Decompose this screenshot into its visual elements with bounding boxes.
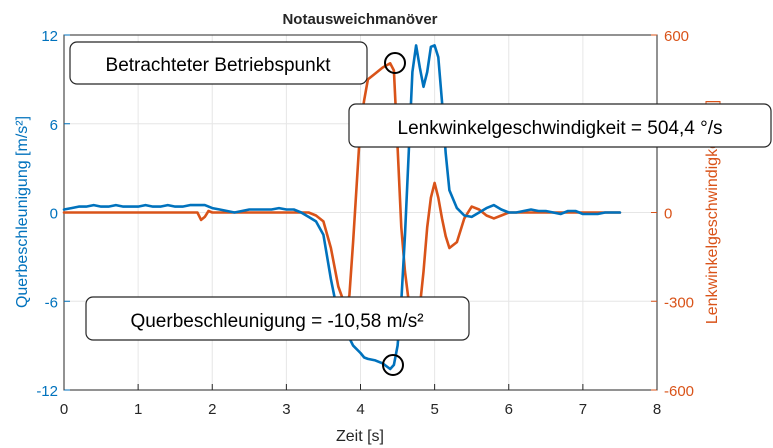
y-tick-label-right: 600 — [664, 28, 689, 45]
series-line-lenkwinkelgeschwindigkeit — [62, 61, 622, 327]
x-tick-label: 2 — [208, 401, 216, 418]
y-tick-label-left: 12 — [41, 28, 58, 45]
x-tick-label: 0 — [60, 401, 68, 418]
annotation-box-operating-point: Betrachteter Betriebspunkt — [69, 41, 368, 85]
y-axis-label-right: Lenkwinkelgeschwindigkeit [°/s] — [704, 100, 721, 324]
annotation-operating-point: Betrachteter Betriebspunkt — [106, 55, 332, 76]
x-tick-label: 5 — [430, 401, 438, 418]
annotation-box-accel: Querbeschleunigung = -10,58 m/s² — [85, 296, 470, 341]
annotation-accel-value: Querbeschleunigung = -10,58 m/s² — [130, 311, 423, 332]
chart-title: Notausweichmanöver — [282, 11, 437, 28]
y-tick-label-left: -6 — [45, 294, 58, 311]
x-tick-label: 8 — [653, 401, 661, 418]
x-ticks: 0 1 2 3 4 5 6 7 8 — [60, 384, 661, 418]
marker-circle-steering — [384, 52, 406, 74]
y-tick-label-right: -600 — [664, 383, 694, 400]
y-tick-label-right: 0 — [664, 206, 672, 223]
x-tick-label: 1 — [134, 401, 142, 418]
series-line-querbeschleunigung — [62, 44, 622, 371]
x-tick-label: 7 — [579, 401, 587, 418]
x-axis-label: Zeit [s] — [336, 428, 384, 445]
x-tick-label: 6 — [505, 401, 513, 418]
annotations — [382, 52, 406, 376]
y-tick-label-right: -300 — [664, 294, 694, 311]
annotation-steering-value: Lenkwinkelgeschwindigkeit = 504,4 °/s — [398, 118, 723, 139]
marker-circle-accel — [382, 354, 404, 376]
y-tick-label-left: -12 — [36, 383, 58, 400]
x-tick-label: 4 — [356, 401, 364, 418]
annotation-box-steering: Lenkwinkelgeschwindigkeit = 504,4 °/s — [348, 103, 772, 148]
y-ticks-left: 12 6 0 -6 -12 — [36, 28, 70, 400]
series-group — [62, 44, 622, 371]
y-axis-label-left: Querbeschleunigung [m/s²] — [14, 116, 31, 308]
y-tick-label-left: 6 — [50, 117, 58, 134]
x-tick-label: 3 — [282, 401, 290, 418]
y-tick-label-left: 0 — [50, 206, 58, 223]
